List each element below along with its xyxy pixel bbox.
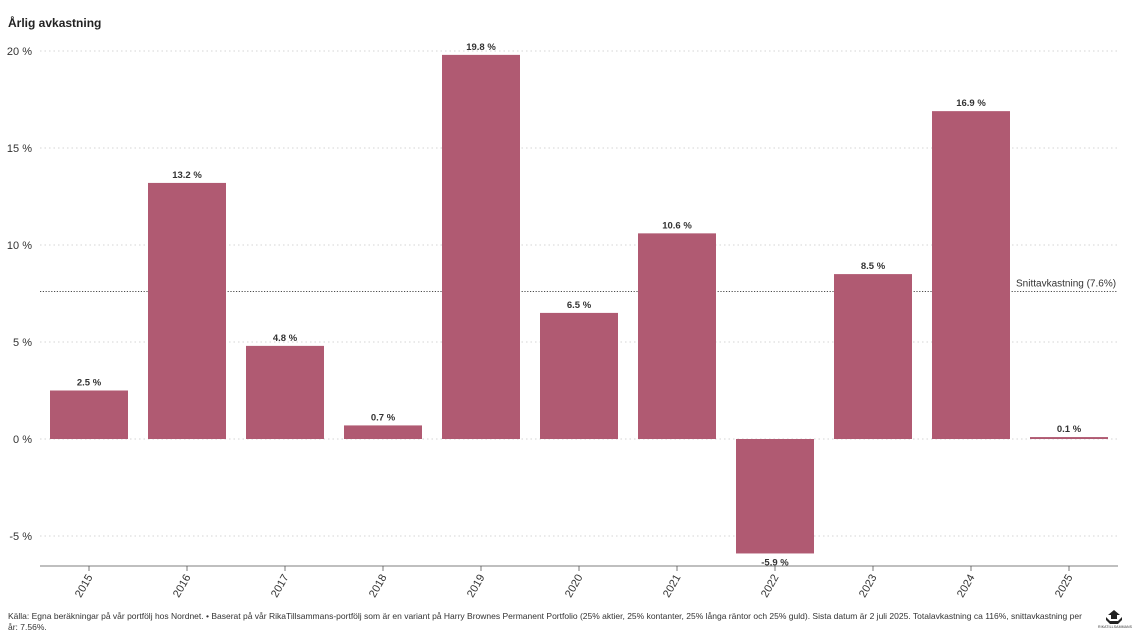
- data-label: 10.6 %: [662, 220, 692, 231]
- x-tick-label: 2021: [661, 573, 684, 600]
- y-tick-label: 5 %: [13, 337, 32, 349]
- bar: [1030, 437, 1108, 439]
- bar: [442, 54, 520, 439]
- chart-title: Årlig avkastning: [8, 16, 102, 30]
- y-tick-label: 15 %: [7, 143, 32, 155]
- average-label: Snittavkastning (7.6%): [1016, 279, 1116, 290]
- bar: [246, 345, 324, 439]
- bar: [540, 312, 618, 439]
- data-label: 19.8 %: [466, 42, 496, 53]
- data-label: 4.8 %: [273, 333, 298, 344]
- x-tick-label: 2023: [857, 573, 880, 600]
- data-label: 0.7 %: [371, 412, 396, 423]
- source-note: Källa: Egna beräkningar på vår portfölj …: [8, 611, 1082, 632]
- bar: [344, 425, 422, 439]
- bar: [736, 439, 814, 554]
- bars: [50, 54, 1108, 554]
- x-tick-label: 2022: [759, 573, 782, 600]
- data-label: 0.1 %: [1057, 424, 1082, 435]
- data-labels: 2.5 % 13.2 % 4.8 % 0.7 % 19.8 % 6.5 % 10.6 % -5…: [77, 42, 1082, 569]
- x-tick-label: 2015: [73, 573, 96, 600]
- data-label: 2.5 %: [77, 378, 102, 389]
- y-tick-label: 20 %: [7, 46, 32, 58]
- bar: [834, 274, 912, 439]
- y-tick-label: 0 %: [13, 434, 32, 446]
- bar-chart: Snittavkastning (7.6%) 2.5 % 13.2 % 4.8 % 0…: [7, 42, 1118, 600]
- bar: [932, 111, 1010, 439]
- bar: [148, 182, 226, 440]
- data-label: 16.9 %: [956, 98, 986, 109]
- rikatillsammans-logo: RIKATILLSAMMANS: [1098, 609, 1133, 633]
- x-tick-label: 2024: [955, 573, 978, 600]
- logo-wordmark: RIKATILLSAMMANS: [1098, 625, 1133, 629]
- data-label: -5.9 %: [761, 557, 789, 568]
- bar: [50, 390, 128, 439]
- logo-icon: [1106, 610, 1122, 624]
- y-tick-label: 10 %: [7, 240, 32, 252]
- bar: [638, 233, 716, 439]
- data-label: 6.5 %: [567, 300, 592, 311]
- y-tick-label: -5 %: [9, 531, 32, 543]
- x-tick-label: 2017: [269, 573, 292, 600]
- x-tick-label: 2016: [171, 573, 194, 600]
- data-label: 13.2 %: [172, 170, 202, 181]
- x-tick-label: 2019: [465, 573, 488, 600]
- x-tick-label: 2018: [367, 573, 390, 600]
- data-label: 8.5 %: [861, 261, 886, 272]
- x-tick-label: 2020: [563, 573, 586, 600]
- x-tick-label: 2025: [1053, 573, 1076, 600]
